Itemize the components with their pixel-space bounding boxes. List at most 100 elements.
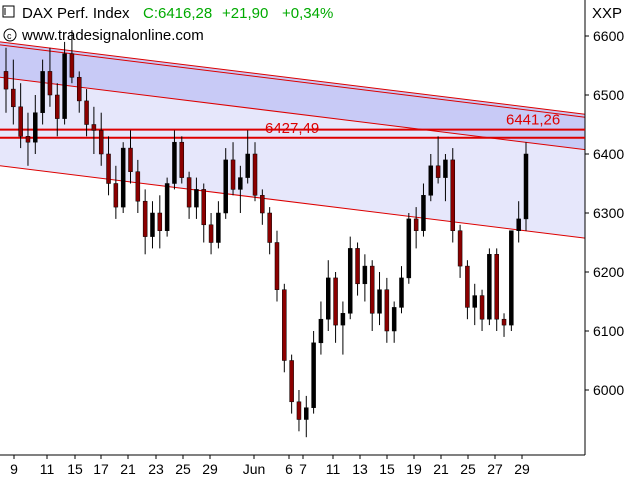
x-tick-label: 21 bbox=[120, 461, 136, 477]
candle-body bbox=[120, 147, 126, 208]
candle-body bbox=[186, 177, 192, 208]
candle-body bbox=[304, 407, 309, 420]
candle-body bbox=[164, 183, 170, 231]
x-tick-label: 17 bbox=[93, 461, 109, 477]
currency-label: XXP bbox=[592, 5, 622, 22]
candle-body bbox=[413, 218, 419, 231]
candle-body bbox=[369, 265, 375, 314]
window-icon bbox=[2, 5, 15, 18]
candle-body bbox=[230, 159, 236, 190]
y-tick-label: 6600 bbox=[593, 28, 624, 44]
x-tick-label: 29 bbox=[514, 461, 530, 477]
x-tick-label: 19 bbox=[406, 461, 422, 477]
y-axis: 6000 6100 6200 6300 6400 6500 6600 bbox=[585, 28, 624, 398]
x-tick-label: 25 bbox=[175, 461, 191, 477]
candle-body bbox=[333, 277, 338, 326]
x-tick-label: Jun bbox=[243, 461, 266, 477]
x-tick-label: 27 bbox=[487, 461, 503, 477]
candle-body bbox=[179, 141, 185, 178]
x-tick-label: 15 bbox=[67, 461, 83, 477]
candle-body bbox=[311, 342, 316, 408]
candle-body bbox=[377, 289, 382, 314]
candle-body bbox=[318, 318, 324, 344]
candle-body bbox=[501, 318, 507, 326]
candle-body bbox=[223, 159, 228, 214]
x-axis: 9 11 15 17 21 23 25 29 Jun 6 7 11 13 15 19 21 25 27 29 bbox=[10, 455, 530, 477]
x-tick-label: 25 bbox=[460, 461, 476, 477]
candle-body bbox=[428, 165, 434, 196]
channel-upper-line-2 bbox=[0, 44, 586, 118]
candle-body bbox=[91, 124, 97, 131]
candle-body bbox=[296, 401, 302, 420]
y-tick-label: 6500 bbox=[593, 87, 624, 103]
chart-header: DAX Perf. Index C:6416,28 +21,90 +0,34% … bbox=[2, 5, 622, 44]
channel-lower-band bbox=[0, 77, 585, 239]
candle-body bbox=[245, 153, 250, 178]
horizontal-line-label: 6441,26 bbox=[506, 112, 560, 129]
candle-body bbox=[450, 159, 456, 231]
candle-body bbox=[172, 141, 177, 184]
x-tick-label: 21 bbox=[433, 461, 449, 477]
candle-body bbox=[150, 212, 155, 237]
candle-body bbox=[399, 277, 404, 308]
x-tick-label: 7 bbox=[299, 461, 307, 477]
chart-grid bbox=[0, 0, 586, 456]
x-tick-label: 23 bbox=[148, 461, 164, 477]
candle-body bbox=[25, 136, 31, 143]
candle-body bbox=[11, 88, 16, 108]
candle-body bbox=[457, 230, 463, 267]
channel-upper-band bbox=[0, 41, 585, 150]
y-tick-label: 6100 bbox=[593, 323, 624, 339]
candle-body bbox=[391, 307, 397, 332]
y-tick-label: 6200 bbox=[593, 264, 624, 280]
candle-body bbox=[472, 295, 477, 308]
candle-body bbox=[238, 177, 243, 190]
trend-channel bbox=[0, 41, 586, 239]
candle-body bbox=[106, 153, 111, 184]
price-change: +21,90 bbox=[222, 5, 268, 22]
candle-body bbox=[128, 147, 133, 172]
candle-body bbox=[62, 53, 67, 119]
x-tick-label: 29 bbox=[202, 461, 218, 477]
candle-body bbox=[40, 71, 45, 113]
website-label: www.tradesignalonline.com bbox=[21, 27, 204, 44]
candle-body bbox=[465, 265, 470, 308]
candle-body bbox=[289, 360, 294, 403]
candle-body bbox=[326, 277, 331, 320]
candle-body bbox=[98, 130, 104, 155]
y-tick-label: 6000 bbox=[593, 382, 624, 398]
x-tick-label: 11 bbox=[326, 461, 341, 477]
candle-body bbox=[384, 289, 390, 332]
candle-body bbox=[479, 295, 485, 320]
candle-body bbox=[18, 106, 23, 137]
candle-body bbox=[421, 195, 426, 231]
candle-body bbox=[252, 153, 258, 196]
channel-upper-line bbox=[0, 41, 586, 115]
candle-body bbox=[260, 195, 265, 214]
candle-body bbox=[274, 242, 280, 290]
horizontal-line-label: 6427,49 bbox=[265, 120, 319, 137]
x-tick-label: 13 bbox=[352, 461, 368, 477]
candle-body bbox=[208, 224, 214, 243]
candle-body bbox=[69, 53, 75, 78]
candle-body bbox=[76, 77, 82, 102]
candle-body bbox=[267, 212, 272, 243]
candle-body bbox=[113, 183, 119, 208]
candle-body bbox=[282, 289, 287, 361]
index-title: DAX Perf. Index bbox=[22, 5, 130, 22]
candle-body bbox=[216, 212, 221, 243]
candle-body bbox=[406, 218, 412, 279]
candle-body bbox=[509, 230, 514, 326]
horizontal-lines: 6427,49 6441,26 bbox=[0, 112, 585, 139]
candle-body bbox=[84, 100, 89, 125]
candle-body bbox=[362, 265, 368, 285]
x-tick-label: 9 bbox=[10, 461, 18, 477]
x-tick-label: 6 bbox=[285, 461, 293, 477]
candles bbox=[3, 30, 529, 438]
y-tick-label: 6300 bbox=[593, 205, 624, 221]
copyright-icon-letter: c bbox=[7, 31, 12, 41]
y-tick-label: 6400 bbox=[593, 146, 624, 162]
price-change-percent: +0,34% bbox=[282, 5, 333, 22]
